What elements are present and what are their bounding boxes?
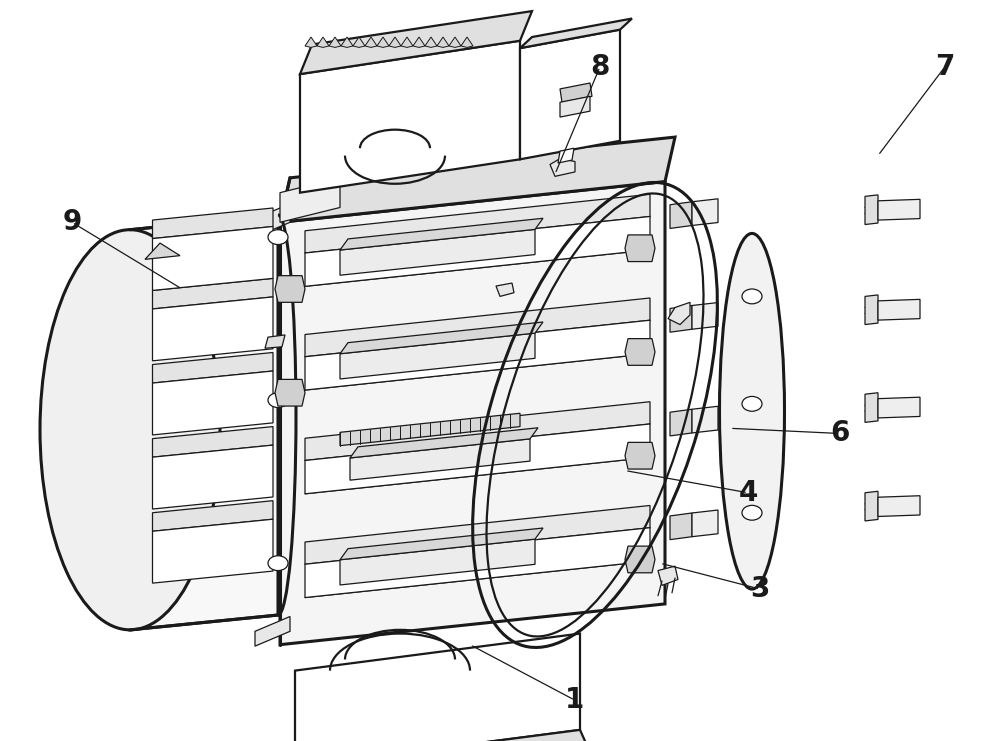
Polygon shape: [317, 37, 329, 47]
Polygon shape: [305, 298, 650, 356]
Polygon shape: [275, 379, 305, 406]
Polygon shape: [692, 406, 718, 433]
Circle shape: [268, 393, 288, 408]
Polygon shape: [560, 83, 592, 102]
Polygon shape: [692, 199, 718, 225]
Polygon shape: [350, 439, 530, 480]
Polygon shape: [295, 634, 580, 741]
Polygon shape: [305, 216, 650, 286]
Polygon shape: [152, 427, 273, 457]
Polygon shape: [365, 37, 377, 47]
Polygon shape: [425, 37, 437, 47]
Polygon shape: [865, 491, 878, 521]
Polygon shape: [413, 37, 425, 47]
Ellipse shape: [40, 230, 220, 630]
Polygon shape: [692, 510, 718, 536]
Polygon shape: [340, 413, 520, 445]
Polygon shape: [670, 305, 692, 332]
Polygon shape: [280, 137, 675, 222]
Polygon shape: [255, 204, 290, 237]
Polygon shape: [152, 227, 273, 290]
Text: 4: 4: [738, 479, 758, 507]
Polygon shape: [305, 505, 650, 564]
Polygon shape: [280, 182, 665, 645]
Polygon shape: [625, 339, 655, 365]
Text: 6: 6: [830, 419, 850, 448]
Polygon shape: [255, 617, 290, 646]
Polygon shape: [353, 37, 365, 47]
Polygon shape: [130, 215, 278, 630]
Polygon shape: [350, 428, 538, 458]
Polygon shape: [865, 393, 878, 422]
Polygon shape: [560, 96, 590, 117]
Polygon shape: [692, 302, 718, 329]
Polygon shape: [449, 37, 461, 47]
Polygon shape: [340, 322, 543, 353]
Text: 3: 3: [750, 575, 770, 603]
Polygon shape: [305, 320, 650, 390]
Polygon shape: [305, 424, 650, 494]
Polygon shape: [152, 208, 273, 239]
Polygon shape: [280, 178, 340, 222]
Polygon shape: [658, 566, 678, 585]
Polygon shape: [305, 528, 650, 597]
Polygon shape: [437, 37, 449, 47]
Circle shape: [268, 556, 288, 571]
Circle shape: [268, 230, 288, 245]
Polygon shape: [275, 276, 305, 302]
Polygon shape: [300, 11, 532, 74]
Polygon shape: [670, 409, 692, 436]
Polygon shape: [152, 519, 273, 583]
Polygon shape: [152, 371, 273, 435]
Polygon shape: [625, 546, 655, 573]
Polygon shape: [340, 230, 535, 275]
Polygon shape: [152, 353, 273, 383]
Polygon shape: [401, 37, 413, 47]
Polygon shape: [341, 37, 353, 47]
Text: 7: 7: [935, 53, 955, 81]
Polygon shape: [520, 30, 620, 159]
Ellipse shape: [720, 233, 784, 589]
Polygon shape: [340, 333, 535, 379]
Polygon shape: [878, 199, 920, 220]
Circle shape: [742, 289, 762, 304]
Polygon shape: [878, 397, 920, 418]
Polygon shape: [670, 513, 692, 539]
Polygon shape: [389, 37, 401, 47]
Polygon shape: [625, 442, 655, 469]
Polygon shape: [340, 539, 535, 585]
Polygon shape: [152, 445, 273, 509]
Polygon shape: [329, 37, 341, 47]
Text: 8: 8: [590, 53, 610, 81]
Polygon shape: [340, 528, 543, 559]
Polygon shape: [305, 37, 317, 47]
Polygon shape: [520, 19, 632, 48]
Polygon shape: [152, 297, 273, 361]
Polygon shape: [625, 235, 655, 262]
Polygon shape: [558, 148, 574, 163]
Polygon shape: [496, 283, 514, 296]
Text: 9: 9: [62, 208, 82, 236]
Polygon shape: [300, 41, 520, 193]
Polygon shape: [377, 37, 389, 47]
Text: 1: 1: [565, 686, 585, 714]
Polygon shape: [668, 302, 690, 325]
Polygon shape: [865, 195, 878, 225]
Polygon shape: [305, 194, 650, 253]
Polygon shape: [152, 279, 273, 309]
Circle shape: [742, 396, 762, 411]
Polygon shape: [295, 730, 590, 741]
Polygon shape: [305, 402, 650, 460]
Polygon shape: [878, 496, 920, 516]
Polygon shape: [878, 299, 920, 320]
Polygon shape: [152, 501, 273, 531]
Polygon shape: [865, 295, 878, 325]
Polygon shape: [461, 37, 473, 47]
Polygon shape: [670, 202, 692, 228]
Polygon shape: [550, 159, 575, 176]
Polygon shape: [145, 243, 180, 259]
Circle shape: [742, 505, 762, 520]
Polygon shape: [340, 219, 543, 250]
Polygon shape: [265, 335, 285, 348]
